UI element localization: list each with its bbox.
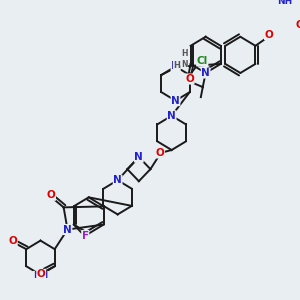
Text: N: N xyxy=(171,96,180,106)
Text: N: N xyxy=(167,111,176,121)
Text: O: O xyxy=(37,269,46,279)
Text: O: O xyxy=(47,190,56,200)
Text: H
N: H N xyxy=(181,49,188,69)
Text: O: O xyxy=(8,236,17,246)
Text: Cl: Cl xyxy=(196,56,208,66)
Text: N: N xyxy=(201,68,210,78)
Text: O: O xyxy=(156,148,164,158)
Text: O: O xyxy=(296,20,300,30)
Text: O: O xyxy=(265,30,273,40)
Text: N: N xyxy=(134,152,143,162)
Text: N: N xyxy=(63,224,72,235)
Text: F: F xyxy=(82,231,89,241)
Text: N: N xyxy=(113,175,122,185)
Text: H: H xyxy=(173,61,180,70)
Text: O: O xyxy=(185,74,194,84)
Text: NH: NH xyxy=(277,0,292,6)
Text: N: N xyxy=(171,61,180,71)
Text: NH: NH xyxy=(33,271,48,280)
